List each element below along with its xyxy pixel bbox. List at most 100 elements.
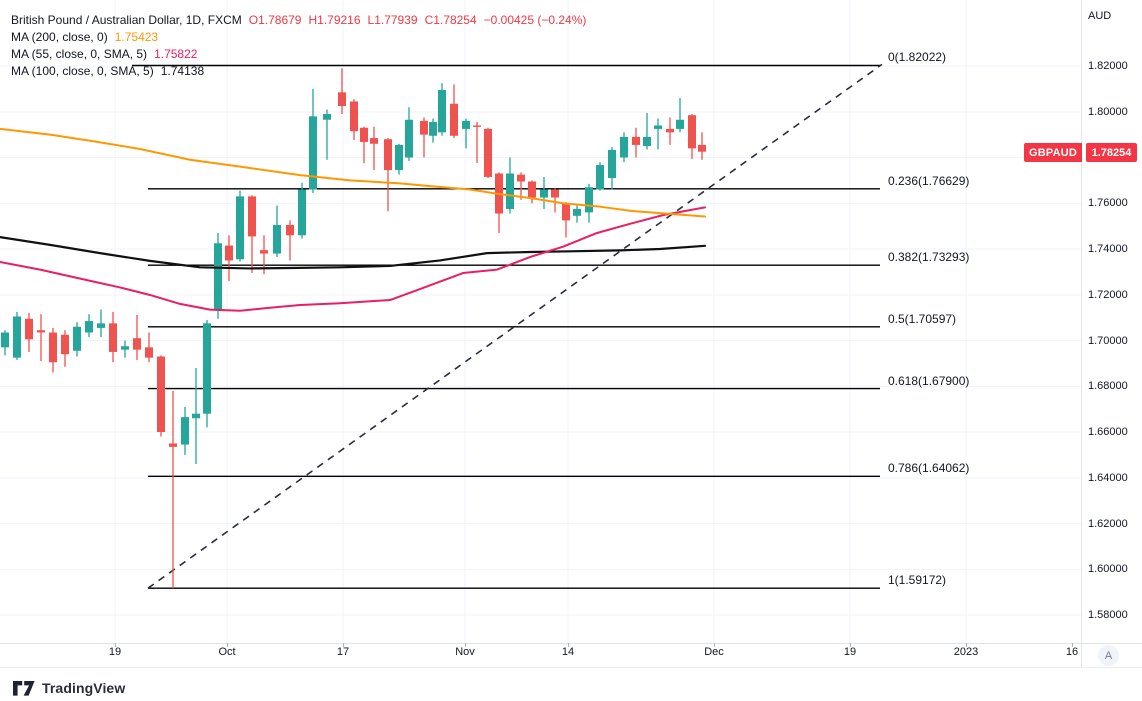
time-axis-label: 16	[1065, 646, 1079, 658]
candle-body	[462, 120, 470, 129]
symbol-title: British Pound / Australian Dollar, 1D, F…	[11, 13, 242, 27]
time-axis-tick	[850, 643, 851, 647]
candle-body	[676, 119, 684, 129]
ohlc-close: C1.78254	[424, 13, 477, 27]
candle-body	[192, 413, 200, 419]
price-axis-label: 1.58000	[1088, 609, 1128, 621]
fib-label: 0(1.82022)	[888, 50, 947, 65]
candle-body	[260, 250, 268, 254]
candle-body	[608, 149, 616, 179]
time-axis-border	[0, 643, 1142, 644]
candle-body	[298, 189, 306, 236]
candle-body	[620, 136, 628, 158]
candle-body	[484, 128, 492, 177]
price-axis-label: 1.72000	[1088, 288, 1128, 301]
candle-body	[350, 101, 358, 132]
tradingview-logo[interactable]: TradingView	[13, 680, 125, 696]
ma100-label: MA (100, close, 0, SMA, 5)	[11, 64, 154, 78]
candle-body	[248, 196, 256, 237]
time-axis-tick	[343, 643, 344, 647]
candle-body	[13, 316, 21, 358]
candle-body	[157, 356, 165, 432]
candle-body	[121, 346, 129, 350]
time-axis-tick	[966, 643, 967, 647]
candle-body	[405, 119, 413, 158]
time-axis-tick	[115, 643, 116, 647]
price-axis-label: 1.62000	[1088, 517, 1128, 530]
ma55-value: 1.75822	[154, 47, 198, 61]
candle-body	[370, 138, 378, 144]
candle-body	[49, 332, 57, 363]
candle-body	[1, 332, 9, 348]
legend-ma200-row[interactable]: MA (200, close, 0) 1.75423	[11, 29, 586, 46]
time-axis-tick	[227, 643, 228, 647]
ma-line-ma-55	[0, 206, 706, 312]
currency-label: AUD	[1088, 10, 1112, 22]
auto-scale-button[interactable]: A	[1098, 645, 1119, 666]
ohlc-high: H1.79216	[308, 13, 361, 27]
candle-body	[225, 245, 233, 261]
time-axis-tick	[568, 643, 569, 647]
price-axis-label: 1.70000	[1088, 334, 1128, 347]
fib-label: 0.382(1.73293)	[888, 250, 970, 265]
time-axis-label: 14	[561, 646, 575, 658]
ma200-label: MA (200, close, 0)	[11, 30, 108, 44]
candle-body	[109, 323, 117, 352]
fib-label: 0.236(1.76629)	[888, 173, 970, 188]
fib-label: 0.5(1.70597)	[888, 311, 957, 326]
ma200-value: 1.75423	[114, 30, 159, 44]
candle-body	[438, 90, 446, 133]
legend-ma55-row[interactable]: MA (55, close, 0, SMA, 5) 1.75822	[11, 46, 586, 63]
candle-body	[596, 165, 604, 190]
candle-body	[517, 174, 525, 182]
candle-body	[562, 203, 570, 221]
candle-body	[666, 128, 674, 133]
change-value: −0.00425 (−0.24%)	[483, 13, 587, 27]
candle-body	[632, 136, 640, 145]
candle-body	[203, 323, 211, 414]
candle-body	[323, 114, 331, 120]
price-axis-label: 1.60000	[1088, 563, 1128, 576]
price-axis-label: 1.74000	[1088, 243, 1128, 255]
time-axis-label: 19	[108, 646, 122, 658]
footer-divider	[0, 667, 1142, 668]
time-axis-tick	[465, 643, 466, 647]
time-axis-label: Oct	[218, 646, 236, 658]
candle-body	[654, 125, 662, 129]
chart-legend: British Pound / Australian Dollar, 1D, F…	[11, 12, 586, 80]
candle-body	[360, 127, 368, 142]
tradingview-logo-icon	[13, 680, 35, 696]
candle-body	[85, 321, 93, 333]
candle-body	[688, 115, 696, 149]
candle-body	[506, 173, 514, 209]
ma-line-ma-100	[0, 236, 707, 270]
candle-body	[286, 224, 294, 236]
candle-body	[450, 103, 458, 136]
ohlc-open: O1.78679	[248, 13, 302, 27]
legend-ma100-row[interactable]: MA (100, close, 0, SMA, 5) 1.74138	[11, 63, 586, 80]
time-axis-label: 2023	[953, 646, 979, 658]
price-axis-label: 1.82000	[1088, 60, 1128, 72]
candle-body	[37, 330, 45, 333]
candle-body	[643, 136, 651, 147]
candle-body	[133, 338, 141, 350]
candle-body	[25, 318, 33, 340]
candle-body	[573, 208, 581, 216]
price-axis-label: 1.80000	[1088, 105, 1128, 118]
candle-body	[540, 189, 548, 198]
ohlc-low: L1.77939	[367, 13, 418, 27]
candle-body	[73, 326, 81, 351]
legend-symbol-row[interactable]: British Pound / Australian Dollar, 1D, F…	[11, 12, 586, 29]
candle-body	[585, 187, 593, 213]
price-axis-border	[1081, 0, 1082, 667]
price-axis-label: 1.64000	[1088, 471, 1128, 484]
price-axis-label: 1.76000	[1088, 197, 1128, 210]
candle-body	[384, 139, 392, 171]
time-axis-label: Nov	[455, 646, 475, 658]
ma55-label: MA (55, close, 0, SMA, 5)	[11, 47, 148, 61]
candle-body	[214, 243, 222, 310]
candle-body	[61, 334, 69, 355]
candle-body	[338, 92, 346, 107]
time-axis-label: 19	[843, 646, 857, 658]
